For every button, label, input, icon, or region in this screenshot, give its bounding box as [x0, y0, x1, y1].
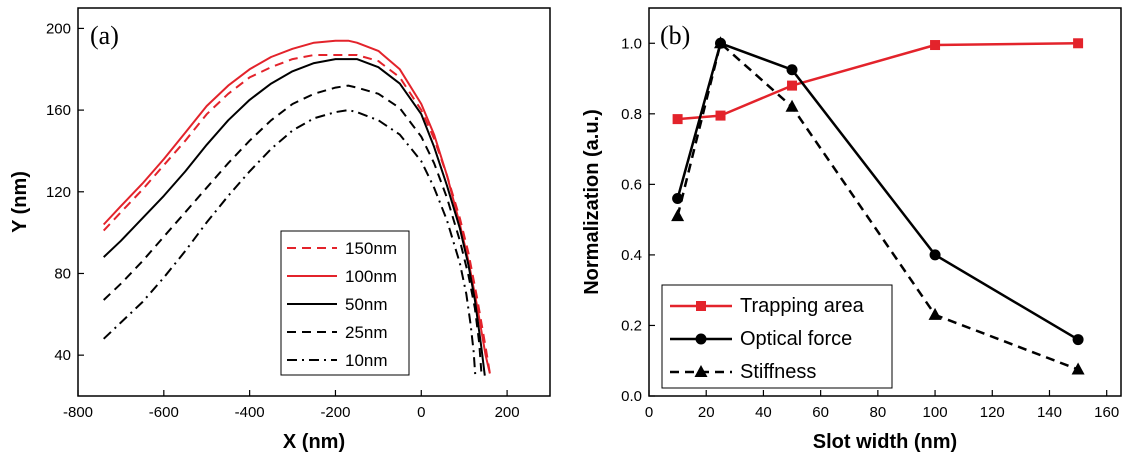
x-tick-label: 0: [417, 404, 425, 421]
legend-label: Trapping area: [740, 295, 865, 317]
data-point: [928, 307, 942, 320]
legend-label: 25nm: [345, 323, 388, 342]
data-point: [714, 36, 728, 49]
x-tick-label: 80: [870, 404, 887, 421]
panel-a-ticks: -800 -600 -400 -200 0 200 40 80 120 160 200: [46, 20, 520, 421]
data-point: [715, 110, 726, 121]
series-line: [102, 54, 491, 374]
data-point: [1072, 334, 1084, 346]
x-tick-label: 160: [1094, 404, 1119, 421]
panel-a-legend: 150nm 100nm 50nm 25nm 10nm: [280, 230, 410, 376]
y-tick-label: 40: [54, 347, 71, 364]
legend-entry: Stiffness: [670, 361, 816, 383]
x-tick-label: -400: [235, 404, 265, 421]
panel-a-x-axis-title: X (nm): [283, 431, 345, 453]
panel-a-label: (a): [90, 21, 119, 50]
data-point: [787, 80, 798, 91]
legend-label: 150nm: [345, 239, 397, 258]
x-tick-label: 100: [923, 404, 948, 421]
data-point: [1071, 362, 1085, 375]
y-tick-label: 0.0: [621, 388, 642, 405]
panel-a-y-axis-title: Y (nm): [9, 171, 31, 233]
legend-marker: [696, 301, 706, 311]
panel-a: -800 -600 -400 -200 0 200 40 80 120 160 200 (a) X …: [9, 7, 551, 453]
data-point: [786, 64, 798, 76]
legend-label: Stiffness: [740, 361, 816, 383]
series-line: [103, 84, 483, 372]
y-tick-label: 200: [46, 20, 71, 37]
y-tick-label: 120: [46, 184, 71, 201]
legend-marker: [694, 365, 708, 377]
data-point: [672, 114, 683, 125]
y-tick-label: 160: [46, 102, 71, 119]
legend-label: 100nm: [345, 267, 397, 286]
series-line: [677, 42, 1079, 121]
series-stiffness: [671, 36, 1085, 375]
series-50nm: [103, 58, 486, 376]
y-tick-label: 0.2: [621, 317, 642, 334]
panel-b-legend: Trapping area Optical force Stiffness: [661, 284, 893, 389]
legend-entry: Trapping area: [670, 295, 865, 317]
x-tick-label: -600: [149, 404, 179, 421]
panel-b: 0 20 40 60 80 100 120 140 1600.00.20.40.60.81.0 …: [581, 7, 1122, 453]
data-point: [1073, 38, 1084, 49]
y-tick-label: 80: [54, 265, 71, 282]
panel-b-series: [671, 36, 1085, 375]
panel-b-label: (b): [660, 21, 690, 50]
x-tick-label: 200: [495, 404, 520, 421]
y-tick-label: 0.4: [621, 247, 642, 264]
series-150nm: [102, 54, 491, 374]
data-point: [929, 249, 941, 261]
data-point: [671, 209, 685, 222]
series-line: [103, 58, 486, 376]
x-tick-label: 20: [698, 404, 715, 421]
legend-entry: 100nm: [287, 267, 397, 286]
legend-entry: 150nm: [287, 239, 397, 258]
legend-entry: 10nm: [287, 351, 388, 370]
data-point: [930, 40, 941, 51]
panel-b-frame: [648, 7, 1122, 397]
legend-entry: 50nm: [287, 295, 388, 314]
x-tick-label: 40: [755, 404, 772, 421]
y-tick-label: 0.8: [621, 106, 642, 123]
panel-b-ticks: 0 20 40 60 80 100 120 140 160 0.0 0.2 0.4 0.6 0.8 1.0: [621, 35, 1119, 421]
panel-a-series: [102, 39, 491, 376]
legend-label: 50nm: [345, 295, 388, 314]
panel-a-frame: [77, 7, 551, 397]
legend-label: Optical force: [740, 328, 852, 350]
data-point: [785, 99, 799, 112]
legend-marker: [695, 333, 707, 345]
x-tick-label: 60: [812, 404, 829, 421]
panel-b-y-axis-title: Normalization (a.u.): [581, 109, 603, 295]
y-tick-label: 1.0: [621, 35, 642, 52]
series-line: [103, 109, 477, 376]
series-10nm: [103, 109, 477, 376]
legend-entry: 25nm: [287, 323, 388, 342]
y-tick-label: 0.6: [621, 176, 642, 193]
panel-b-x-axis-title: Slot width (nm): [813, 431, 957, 453]
x-tick-label: 120: [980, 404, 1005, 421]
x-tick-label: -200: [320, 404, 350, 421]
series-25nm: [103, 84, 483, 372]
legend-label: 10nm: [345, 351, 388, 370]
x-tick-label: 0: [645, 404, 653, 421]
x-tick-label: 140: [1037, 404, 1062, 421]
x-tick-label: -800: [63, 404, 93, 421]
series-trapping-area: [672, 38, 1084, 125]
legend-entry: Optical force: [670, 328, 852, 350]
